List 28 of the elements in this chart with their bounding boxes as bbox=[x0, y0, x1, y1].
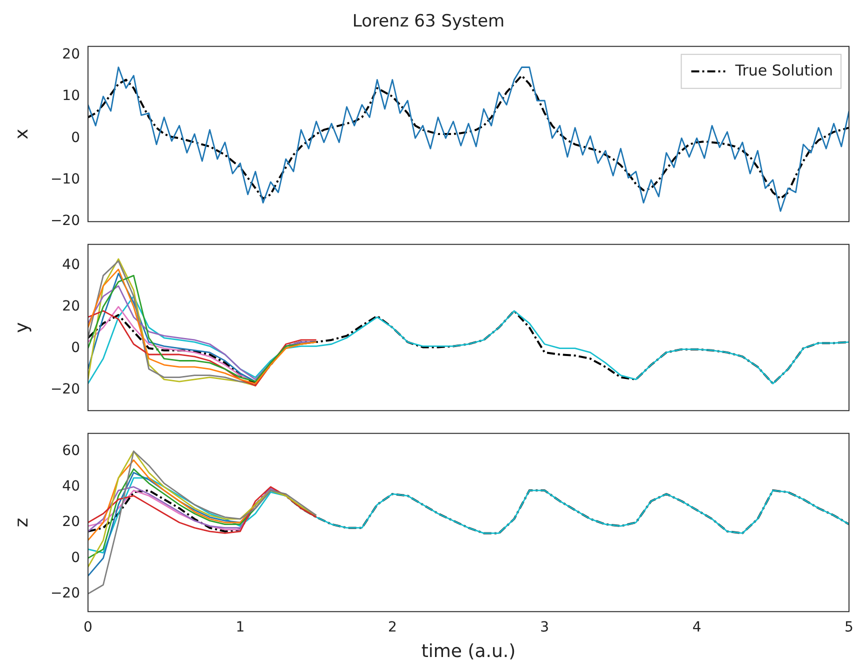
y-tick-label: 20 bbox=[62, 298, 80, 314]
y-tick-label: −20 bbox=[50, 213, 80, 230]
y-tick-label: −10 bbox=[50, 172, 80, 188]
y-tick-label: −20 bbox=[50, 381, 80, 398]
y-tick-label: 20 bbox=[62, 46, 80, 62]
x-tick-label: 4 bbox=[692, 620, 702, 636]
line-series bbox=[88, 310, 849, 385]
y-axis-title: z bbox=[11, 518, 32, 528]
y-tick-label: 0 bbox=[71, 550, 80, 566]
x-tick-label: 3 bbox=[540, 620, 550, 636]
line-series bbox=[88, 488, 849, 534]
x-tick-label: 1 bbox=[236, 620, 245, 636]
legend-label: True Solution bbox=[734, 61, 833, 80]
y-tick-label: 40 bbox=[62, 256, 80, 273]
x-tick-label: 2 bbox=[388, 620, 397, 636]
y-tick-label: 0 bbox=[71, 340, 80, 356]
y-tick-label: 20 bbox=[62, 514, 80, 530]
chart-title: Lorenz 63 System bbox=[352, 12, 505, 32]
y-tick-label: 0 bbox=[71, 130, 80, 146]
y-axis-title: y bbox=[11, 322, 32, 333]
y-tick-label: 10 bbox=[62, 88, 80, 104]
x-tick-label: 0 bbox=[84, 620, 92, 636]
y-tick-label: 40 bbox=[62, 478, 80, 494]
x-axis-title: time (a.u.) bbox=[421, 640, 516, 662]
y-tick-label: −20 bbox=[50, 585, 80, 602]
y-axis-title: x bbox=[11, 128, 32, 140]
x-tick-label: 5 bbox=[844, 620, 854, 636]
y-tick-label: 60 bbox=[62, 442, 80, 459]
